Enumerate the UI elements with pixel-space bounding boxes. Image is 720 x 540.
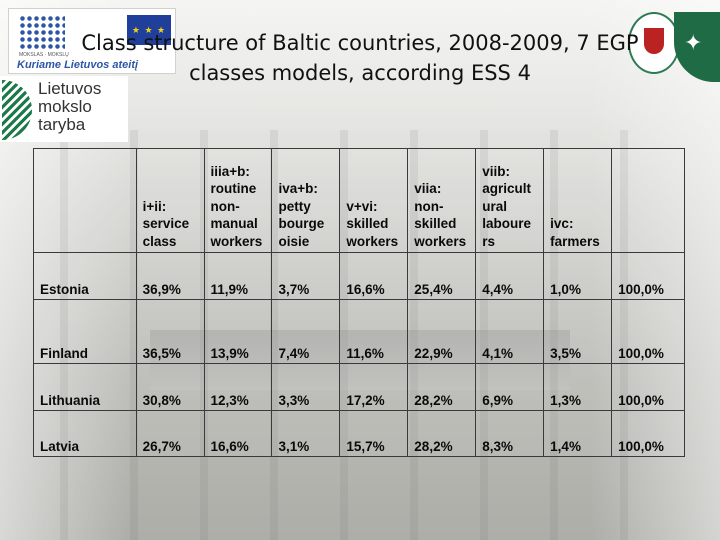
column-header-line: rs — [482, 233, 496, 249]
esf-logo: ★ ★ ★ MOKSLAS · MOKSLŲ Kuriame Lietuvos … — [8, 8, 176, 74]
column-header-line: farmers — [550, 233, 600, 249]
title-line-2: classes models, according ESS 4 — [189, 61, 531, 85]
table-row: Finland 36,5% 13,9% 7,4% 11,6% 22,9% 4,1% 3,5% 1… — [33, 299, 685, 364]
column-header-line: service — [142, 216, 190, 231]
value-cell: 100,0% — [611, 363, 685, 411]
council-line-3: taryba — [38, 115, 86, 134]
university-seal-icon — [628, 12, 680, 74]
council-line-2: mokslo — [38, 97, 92, 116]
value-cell: 3,3% — [271, 363, 341, 411]
column-header-2: iiia+b: routine non-manual workers — [203, 148, 273, 253]
column-header-line: viia: — [414, 181, 442, 196]
value-cell: 30,8% — [135, 363, 205, 411]
value-cell: 28,2% — [407, 410, 477, 457]
column-header-line: viib: — [482, 163, 511, 179]
column-header-1: i+ii: service class — [135, 148, 205, 253]
column-header-line: class — [142, 233, 177, 249]
slide-title: Class structure of Baltic countries, 200… — [40, 28, 680, 88]
column-header-0 — [33, 148, 137, 253]
value-cell: 28,2% — [407, 363, 477, 411]
eu-flag-icon: ★ ★ ★ — [127, 15, 171, 45]
value-cell: 6,9% — [475, 363, 545, 411]
column-header-line: petty — [278, 198, 311, 214]
column-header-line: bourge — [278, 216, 325, 231]
column-header-line: skilled — [346, 216, 389, 231]
class-structure-table: i+ii: service class iiia+b: routine non-manua… — [33, 148, 685, 457]
column-header-line: skilled — [414, 216, 457, 231]
country-cell: Latvia — [33, 410, 137, 457]
value-cell: 3,1% — [271, 410, 341, 457]
value-cell: 15,7% — [339, 410, 409, 457]
value-cell: 17,2% — [339, 363, 409, 411]
value-cell: 11,9% — [203, 252, 273, 300]
column-header-5: viia: non-skilled workers — [407, 148, 477, 253]
value-cell: 25,4% — [407, 252, 477, 300]
council-mark-icon — [2, 80, 32, 140]
table-row: Latvia 26,7% 16,6% 3,1% 15,7% 28,2% 8,3% 1,4% 10… — [33, 410, 685, 457]
column-header-8 — [611, 148, 685, 253]
column-header-line: iiia+b: — [210, 163, 250, 179]
column-header-line: ural — [482, 198, 508, 214]
column-header-line: laboure — [482, 216, 532, 231]
column-header-line: iva+b: — [278, 181, 318, 196]
value-cell: 4,1% — [475, 299, 545, 364]
value-cell: 7,4% — [271, 299, 341, 364]
country-cell: Lithuania — [33, 363, 137, 411]
column-header-line: workers — [414, 233, 467, 249]
value-cell: 16,6% — [203, 410, 273, 457]
country-cell: Estonia — [33, 252, 137, 300]
value-cell: 3,5% — [543, 299, 613, 364]
column-header-line: v+vi: — [346, 198, 378, 214]
column-header-line: non- — [210, 198, 240, 214]
column-header-3: iva+b: petty bourge oisie — [271, 148, 341, 253]
value-cell: 100,0% — [611, 252, 685, 300]
value-cell: 36,5% — [135, 299, 205, 364]
value-cell: 100,0% — [611, 299, 685, 364]
value-cell: 11,6% — [339, 299, 409, 364]
value-cell: 100,0% — [611, 410, 685, 457]
column-header-line: i+ii: — [142, 198, 167, 214]
value-cell: 3,7% — [271, 252, 341, 300]
value-cell: 4,4% — [475, 252, 545, 300]
column-header-line: ivc: — [550, 216, 574, 231]
title-line-1: Class structure of Baltic countries, 200… — [81, 31, 639, 55]
value-cell: 1,4% — [543, 410, 613, 457]
value-cell: 16,6% — [339, 252, 409, 300]
esf-slogan: Kuriame Lietuvos ateitį — [17, 59, 139, 71]
esf-logo-caption: MOKSLAS · MOKSLŲ — [19, 52, 69, 58]
column-header-6: viib: agricult ural laboure rs — [475, 148, 545, 253]
table-row: Lithuania 30,8% 12,3% 3,3% 17,2% 28,2% 6,9% 1,3… — [33, 363, 685, 411]
column-header-line: oisie — [278, 233, 310, 249]
country-cell: Finland — [33, 299, 137, 364]
value-cell: 12,3% — [203, 363, 273, 411]
column-header-line: workers — [210, 233, 263, 249]
esf-dots-icon — [19, 15, 65, 49]
column-header-line: workers — [346, 233, 399, 249]
header-row: i+ii: service class iiia+b: routine non-manua… — [33, 148, 685, 253]
column-header-line: agricult — [482, 181, 532, 196]
value-cell: 26,7% — [135, 410, 205, 457]
research-council-logo: Lietuvos mokslo taryba — [0, 76, 128, 142]
value-cell: 13,9% — [203, 299, 273, 364]
column-header-line: routine — [210, 181, 257, 196]
column-header-line: manual — [210, 216, 258, 231]
council-line-1: Lietuvos — [38, 79, 102, 98]
column-header-7: ivc: farmers — [543, 148, 613, 253]
value-cell: 1,0% — [543, 252, 613, 300]
value-cell: 36,9% — [135, 252, 205, 300]
value-cell: 1,3% — [543, 363, 613, 411]
column-header-line: non- — [414, 198, 444, 214]
table-row: Estonia 36,9% 11,9% 3,7% 16,6% 25,4% 4,4% 1,0% 1… — [33, 252, 685, 300]
column-header-4: v+vi: skilled workers — [339, 148, 409, 253]
institute-mark-icon: ✦ — [684, 30, 703, 55]
value-cell: 8,3% — [475, 410, 545, 457]
value-cell: 22,9% — [407, 299, 477, 364]
